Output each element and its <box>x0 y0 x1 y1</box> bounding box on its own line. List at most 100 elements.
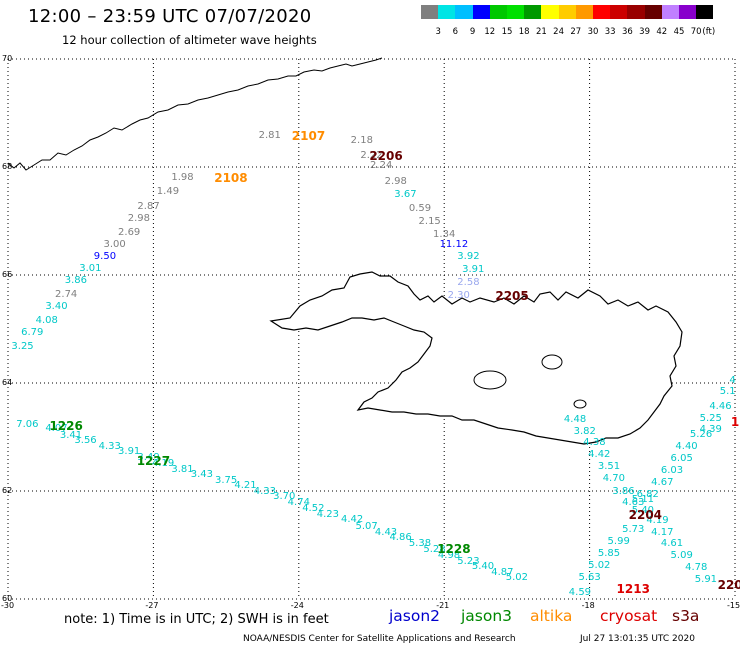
swh-value-label: 4.46 <box>709 400 732 412</box>
longitude-label: -30 <box>1 601 15 610</box>
satellite-legend-entry: jason2 <box>389 607 441 625</box>
swh-value-label: 4.23 <box>316 509 340 521</box>
swh-value-label: 4.42 <box>340 514 364 526</box>
swh-value-label: 4.70 <box>602 473 625 485</box>
swh-value-label: 5.25 <box>699 412 722 424</box>
color-swatch <box>438 5 456 19</box>
longitude-label: -27 <box>145 601 159 610</box>
color-swatch <box>524 5 542 19</box>
swh-value-label: 3.01 <box>79 263 102 275</box>
color-swatch <box>593 5 611 19</box>
swh-value-label: 4.98 <box>437 549 461 561</box>
swh-value-label: 3.91 <box>462 263 485 275</box>
color-swatch <box>661 5 679 19</box>
swh-value-label: 3.92 <box>457 251 480 263</box>
swh-value-label: 5.07 <box>355 521 378 533</box>
page-title: 12:00 – 23:59 UTC 07/07/2020 <box>28 6 312 27</box>
longitude-label: -21 <box>436 601 450 610</box>
swh-value-label: 2.24 <box>370 159 393 171</box>
swh-value-label: 2.74 <box>55 288 78 300</box>
pass-time-label: 220 <box>717 577 740 592</box>
swh-value-label: 6.79 <box>21 327 44 339</box>
swh-value-label: 2.15 <box>418 216 441 228</box>
latitude-label: 60 <box>2 594 13 603</box>
swh-value-label: 3.86 <box>64 275 87 287</box>
swh-value-label: 4.61 <box>660 538 684 550</box>
swh-value-label: 7.06 <box>16 418 39 430</box>
color-swatch-label: 42 <box>656 27 668 37</box>
swh-value-label: 5.02 <box>505 572 529 584</box>
color-swatch <box>489 5 507 19</box>
swh-value-label: 6.82 <box>636 488 659 500</box>
pass-time-label: 1228 <box>437 541 471 556</box>
swh-value-label: 3.82 <box>573 425 596 437</box>
swh-value-label: 2.81 <box>258 129 281 141</box>
swh-value-label: 5.99 <box>607 536 630 548</box>
swh-value-label: 3.43 <box>190 468 213 480</box>
swh-value-label: 3.91 <box>118 446 141 458</box>
swh-value-label: 5.28 <box>423 544 446 556</box>
swh-value-label: 4.21 <box>234 480 257 492</box>
swh-value-label: 5.1 <box>719 386 736 398</box>
swh-value-label: 5.40 <box>631 504 655 516</box>
color-swatch <box>558 5 576 19</box>
color-swatch <box>507 5 525 19</box>
color-swatch-label: (ft) <box>702 27 716 37</box>
color-swatch-label: 9 <box>469 27 476 37</box>
pass-time-label: 1 <box>730 415 740 430</box>
credit-text: NOAA/NESDIS Center for Satellite Applica… <box>243 634 516 644</box>
swh-value-label: 4.40 <box>675 441 698 453</box>
longitude-label: -15 <box>727 601 740 610</box>
swh-value-label: 3.81 <box>171 463 194 475</box>
color-swatch-label: 36 <box>621 27 633 37</box>
swh-value-label: 2.58 <box>457 276 480 288</box>
swh-value-label: 4.17 <box>651 526 674 538</box>
swh-value-label: 5.85 <box>597 548 621 560</box>
swh-value-label: 3.56 <box>74 434 97 446</box>
swh-value-label: 4.33 <box>253 485 276 497</box>
color-swatch-label: 45 <box>673 27 685 37</box>
color-swatch-label: 39 <box>639 27 651 37</box>
lake-shape <box>541 354 563 370</box>
swh-value-label: 4.63 <box>622 496 645 508</box>
swh-value-label: 4.67 <box>651 476 674 488</box>
latitude-label: 64 <box>2 378 13 387</box>
latitude-label: 62 <box>2 486 13 495</box>
swh-value-label: 4.38 <box>583 437 606 449</box>
swh-value-label: 5.11 <box>631 494 655 506</box>
swh-value-label: 4.74 <box>287 496 310 508</box>
footer-note: note: 1) Time is in UTC; 2) SWH is in fe… <box>64 612 329 627</box>
longitude-label: -24 <box>290 601 304 610</box>
lake-shape <box>473 370 507 390</box>
color-swatch-label: 33 <box>604 27 616 37</box>
color-swatch-label: 6 <box>452 27 459 37</box>
swh-value-label: 5.38 <box>408 537 432 549</box>
swh-value-label: 3.25 <box>11 340 34 352</box>
color-swatch-label: 18 <box>518 27 530 37</box>
swh-value-label: 3.51 <box>597 461 621 473</box>
lake-shape <box>573 399 587 409</box>
swh-value-label: 4.59 <box>568 586 592 598</box>
color-swatch-label: 3 <box>435 27 441 37</box>
color-swatch-label: 27 <box>570 27 582 37</box>
greenland-coastline <box>7 57 383 171</box>
pass-time-label: 2205 <box>495 288 529 303</box>
swh-value-label: 3.49 <box>137 451 160 463</box>
page-subtitle: 12 hour collection of altimeter wave hei… <box>62 33 317 47</box>
swh-value-label: 5.02 <box>588 560 611 572</box>
swh-value-label: 4.19 <box>151 458 175 469</box>
swh-value-label: 6.03 <box>660 465 684 477</box>
generation-timestamp: Jul 27 13:01:35 UTC 2020 <box>580 634 695 644</box>
swh-value-label: 3.41 <box>59 429 83 441</box>
satellite-legend-entry: altika <box>530 607 573 625</box>
color-swatch-label: 70 <box>690 27 702 37</box>
swh-value-label: 5.26 <box>689 429 713 441</box>
swh-value-label: 0.59 <box>408 203 432 215</box>
swh-value-label: 1.49 <box>156 186 180 198</box>
swh-value-label: 3.75 <box>214 474 238 486</box>
swh-value-label: 2.22 <box>360 150 383 162</box>
swh-value-label: 6.05 <box>670 453 693 465</box>
swh-value-label: 5.73 <box>622 524 645 536</box>
color-swatch <box>421 5 439 19</box>
